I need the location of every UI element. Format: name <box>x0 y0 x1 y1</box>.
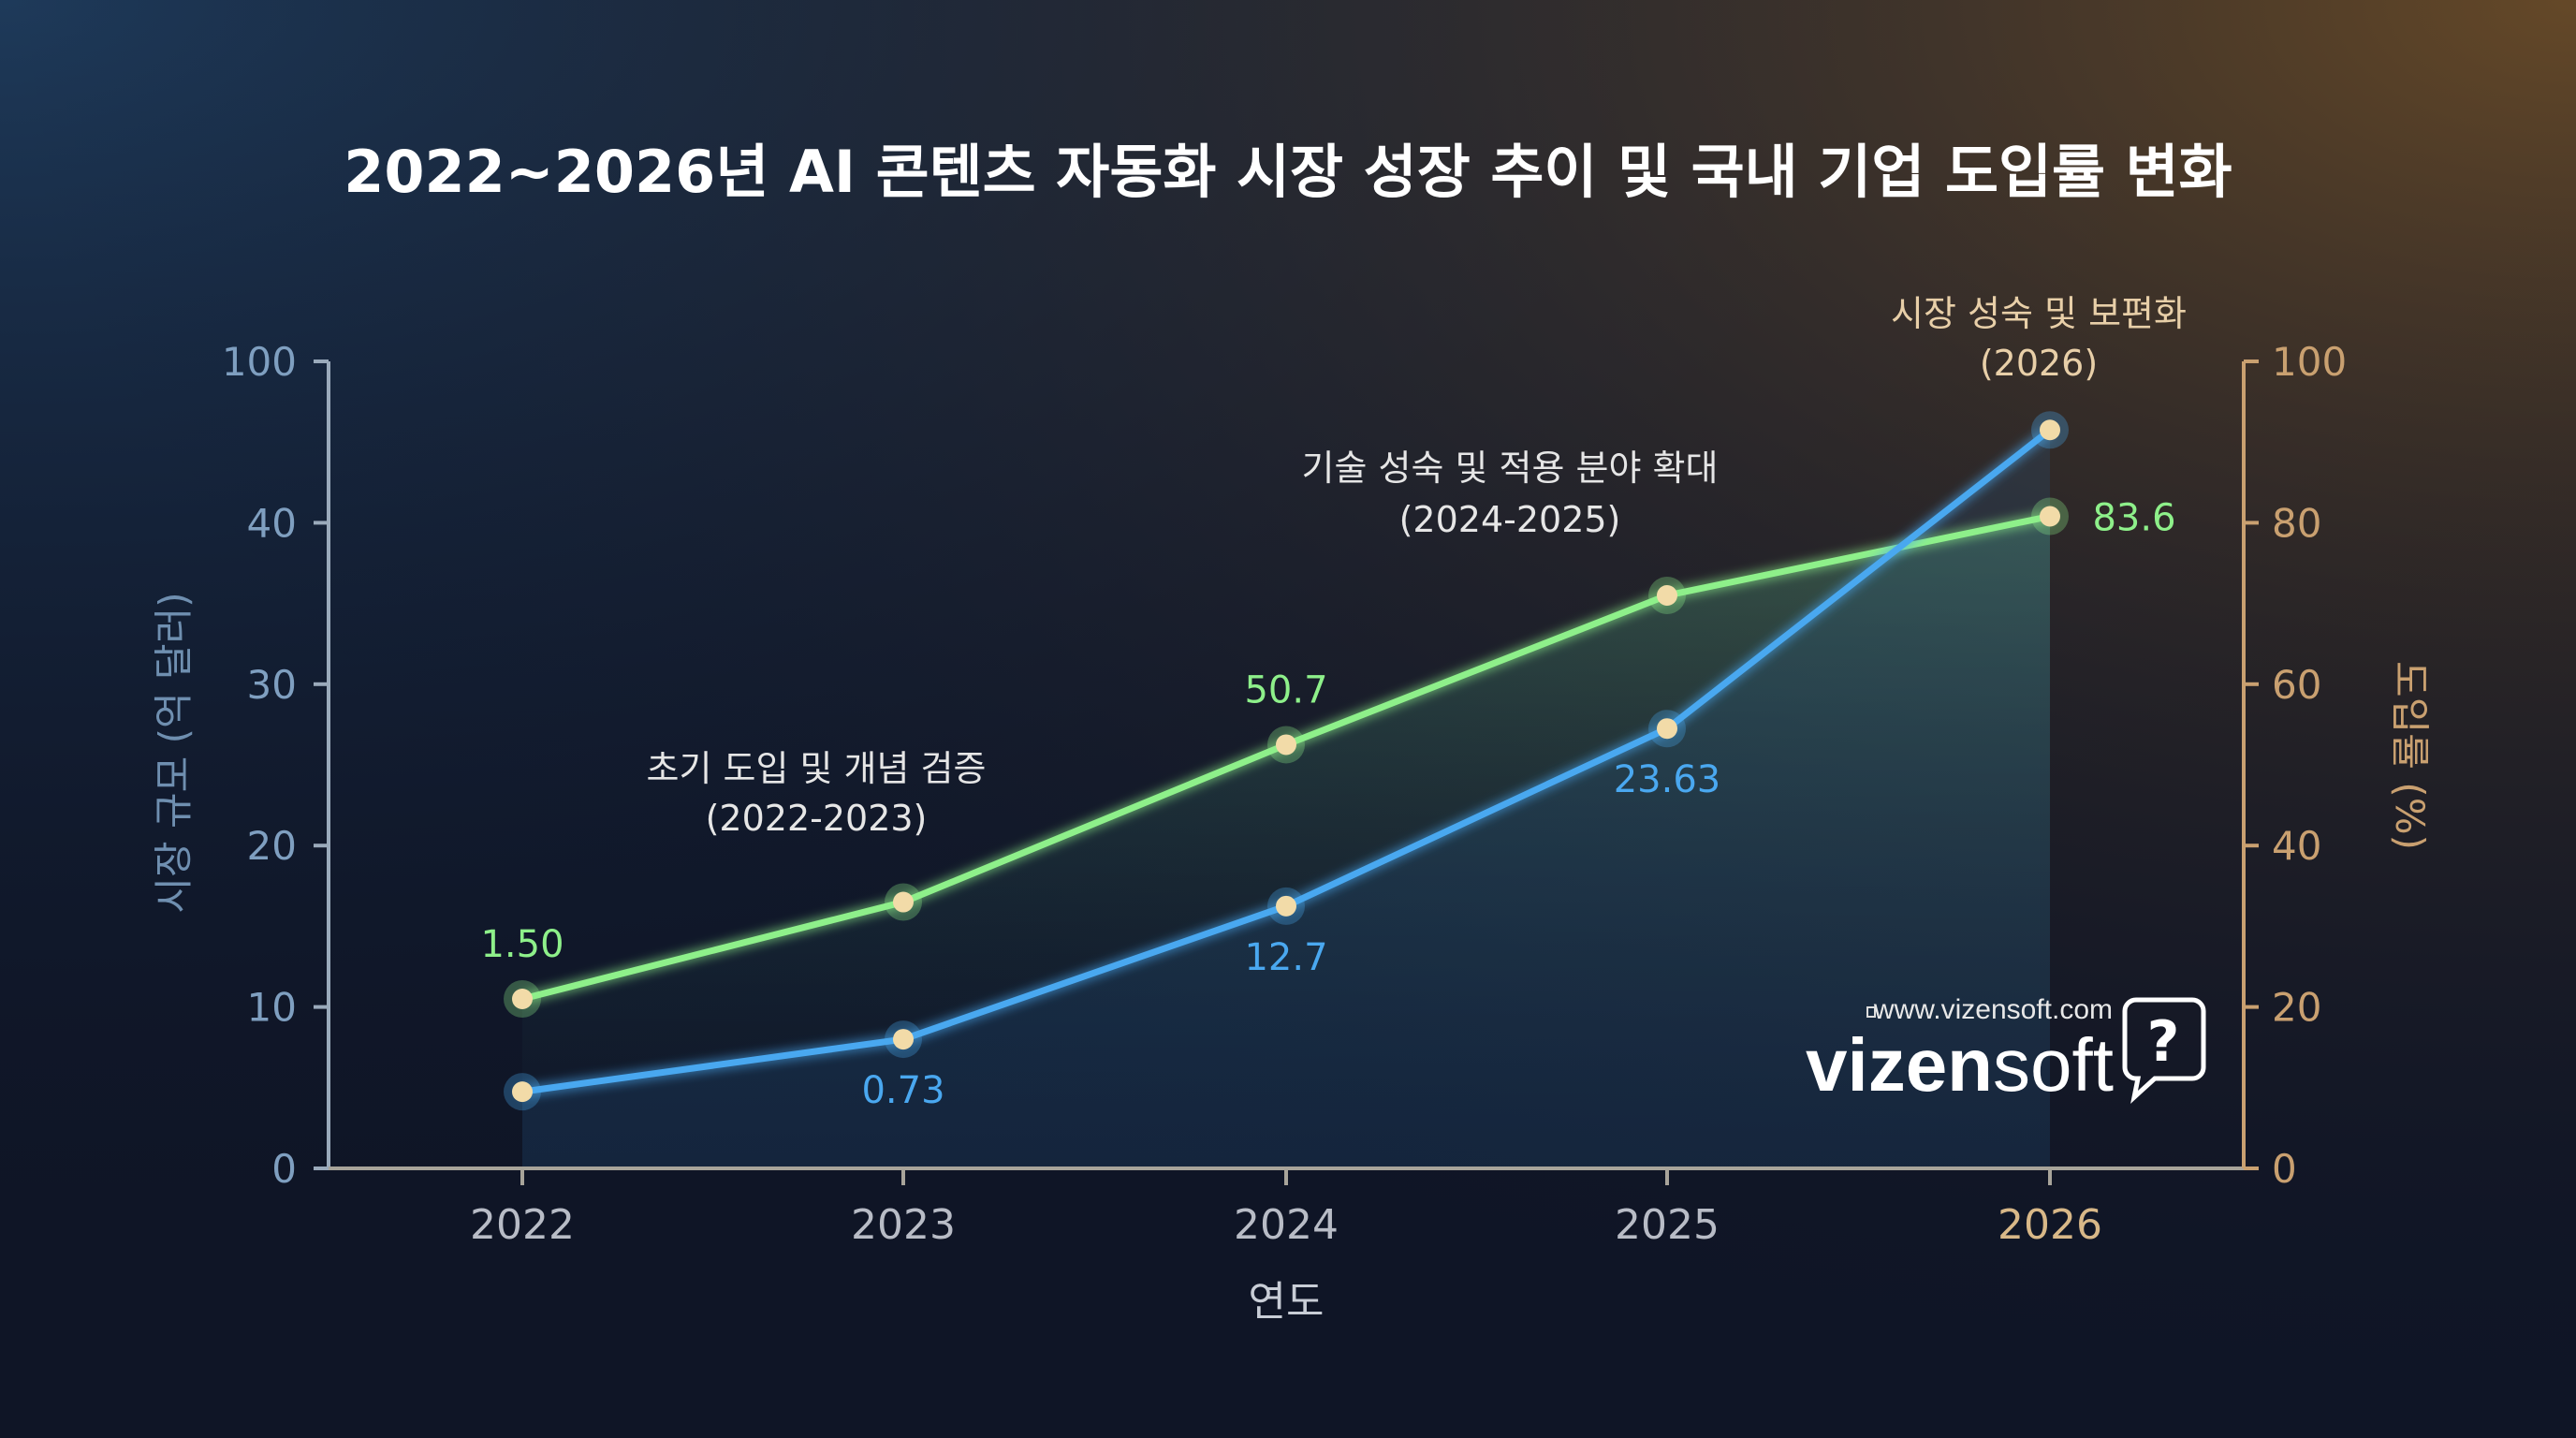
right-axis-label: 도입률 (%) <box>2387 661 2433 850</box>
left-tick-label: 20 <box>247 823 297 869</box>
data-label: 1.50 <box>480 923 564 966</box>
left-axis-label: 시장 규모 (억 달러) <box>151 592 197 913</box>
right-tick-label: 0 <box>2272 1146 2297 1192</box>
data-label: 0.73 <box>861 1069 944 1112</box>
annotation-title: 초기 도입 및 개념 검증 <box>647 748 987 789</box>
x-tick-label: 2025 <box>1615 1201 1720 1249</box>
annotation-period: (2024-2025) <box>1399 499 1621 540</box>
right-tick-label: 80 <box>2272 500 2321 546</box>
x-tick-label: 2026 <box>1998 1201 2102 1249</box>
right-tick-label: 60 <box>2272 662 2321 708</box>
left-tick-label: 100 <box>222 339 297 385</box>
data-point <box>512 1081 533 1103</box>
data-point <box>2040 506 2060 527</box>
data-point <box>1276 734 1296 756</box>
x-tick-label: 2023 <box>851 1201 956 1249</box>
logo-text-light: soft <box>1993 1023 2114 1107</box>
data-point <box>893 1029 914 1050</box>
annotation-phase-3: 시장 성숙 및 보편화 (2026) <box>1891 293 2187 384</box>
market-area-fill <box>522 430 2050 1168</box>
logo-url: www.vizensoft.com <box>1873 994 2113 1025</box>
question-mark-icon: ? <box>2147 1009 2180 1075</box>
data-label: 83.6 <box>2092 497 2175 540</box>
annotation-phase-2: 기술 성숙 및 적용 분야 확대 (2024-2025) <box>1302 448 1719 540</box>
annotation-title: 시장 성숙 및 보편화 <box>1891 293 2187 334</box>
left-tick-label: 30 <box>247 662 297 708</box>
annotation-period: (2026) <box>1980 343 2098 384</box>
annotation-title: 기술 성숙 및 적용 분야 확대 <box>1302 448 1719 489</box>
annotation-period: (2022-2023) <box>706 798 928 839</box>
chart-title: 2022~2026년 AI 콘텐츠 자동화 시장 성장 추이 및 국내 기업 도… <box>344 138 2232 206</box>
right-tick-label: 40 <box>2272 823 2321 869</box>
x-tick-label: 2022 <box>470 1201 575 1249</box>
left-tick-label: 40 <box>247 500 297 546</box>
right-tick-label: 100 <box>2272 339 2347 385</box>
logo-text: vizensoft <box>1806 1023 2114 1107</box>
data-point <box>2040 419 2060 441</box>
logo-text-bold: vizen <box>1806 1023 1993 1107</box>
x-axis-label: 연도 <box>1249 1278 1325 1326</box>
left-tick-label: 10 <box>247 985 297 1031</box>
data-point <box>1657 584 1677 606</box>
data-label: 12.7 <box>1244 936 1327 979</box>
left-tick-label: 0 <box>271 1146 297 1192</box>
speech-bubble-icon <box>2122 997 2206 1104</box>
data-point <box>893 891 914 913</box>
right-tick-label: 20 <box>2272 985 2321 1031</box>
x-tick-label: 2024 <box>1234 1201 1339 1249</box>
page-icon <box>1866 1006 1876 1018</box>
data-point <box>1657 718 1677 740</box>
data-point <box>512 988 533 1009</box>
data-label: 23.63 <box>1614 758 1721 801</box>
data-point <box>1276 895 1296 917</box>
logo: www.vizensoft.com vizensoft ? <box>1806 994 2206 1107</box>
annotation-phase-1: 초기 도입 및 개념 검증 (2022-2023) <box>647 748 987 839</box>
data-label: 50.7 <box>1244 668 1327 712</box>
adoption-area-fill <box>522 516 2050 1168</box>
